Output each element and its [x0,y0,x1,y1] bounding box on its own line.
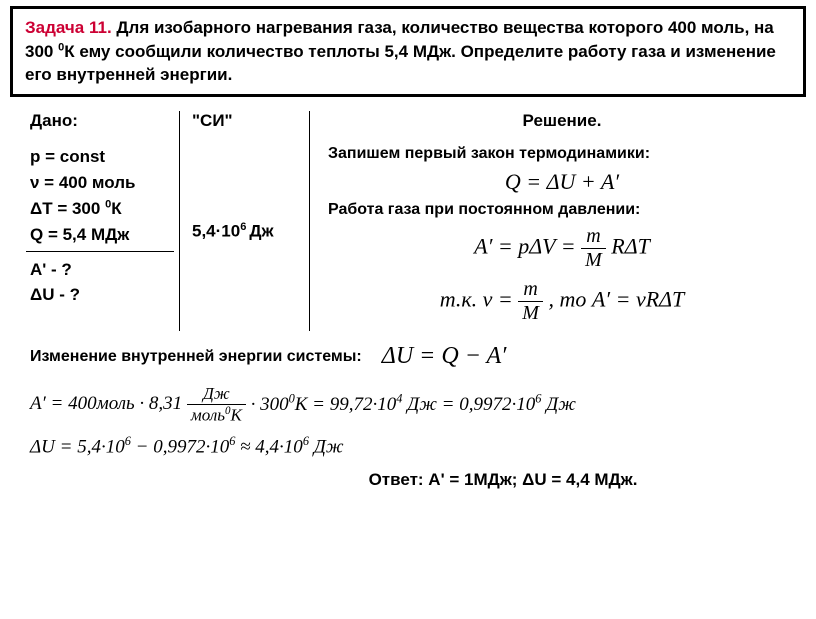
si-Q: 5,4·106 Дж [192,221,309,242]
given-divider [26,251,174,252]
given-nu: ν = 400 моль [30,171,169,195]
calc-dU: ΔU = 5,4·106 − 0,9972·106 ≈ 4,4·106 Дж [30,434,796,458]
solution-line2: Работа газа при постоянном давлении: [328,201,796,219]
eq3: т.к. ν = mM , то A′ = νRΔT [328,278,796,325]
given-dT: ΔT = 300 0К [30,197,169,221]
answer-label: Ответ: [369,470,424,489]
problem-number: Задача 11. [25,18,112,37]
solution-line3: Изменение внутренней энергии системы: [30,348,362,366]
given-Q: Q = 5,4 МДж [30,223,169,247]
given-p: p = const [30,145,169,169]
answer: Ответ: А' = 1МДж; ΔU = 4,4 МДж. [30,470,796,490]
given-A: А' - ? [30,258,169,282]
solution-label: Решение. [328,111,796,131]
solution-line1: Запишем первый закон термодинамики: [328,145,796,163]
main-columns: Дано: p = const ν = 400 моль ΔT = 300 0К… [0,107,816,331]
given-label: Дано: [30,111,169,131]
problem-statement: Задача 11. Для изобарного нагревания газ… [10,6,806,97]
calc-a-prime: A′ = 400моль · 8,31 Джмоль0К · 3000К = 9… [30,384,796,426]
eq2: A′ = pΔV = mM RΔT [328,225,796,272]
answer-text: А' = 1МДж; ΔU = 4,4 МДж. [428,470,637,489]
si-column: "СИ" 5,4·106 Дж [180,111,310,331]
eq1: Q = ΔU + A′ [328,169,796,195]
given-column: Дано: p = const ν = 400 моль ΔT = 300 0К… [30,111,180,331]
si-label: "СИ" [192,111,309,131]
solution-column: Решение. Запишем первый закон термодинам… [310,111,796,331]
bottom-section: Изменение внутренней энергии системы: ΔU… [0,331,816,490]
given-dU: ΔU - ? [30,283,169,307]
problem-text: Для изобарного нагревания газа, количест… [25,18,776,84]
eq4: ΔU = Q − A′ [382,343,507,370]
